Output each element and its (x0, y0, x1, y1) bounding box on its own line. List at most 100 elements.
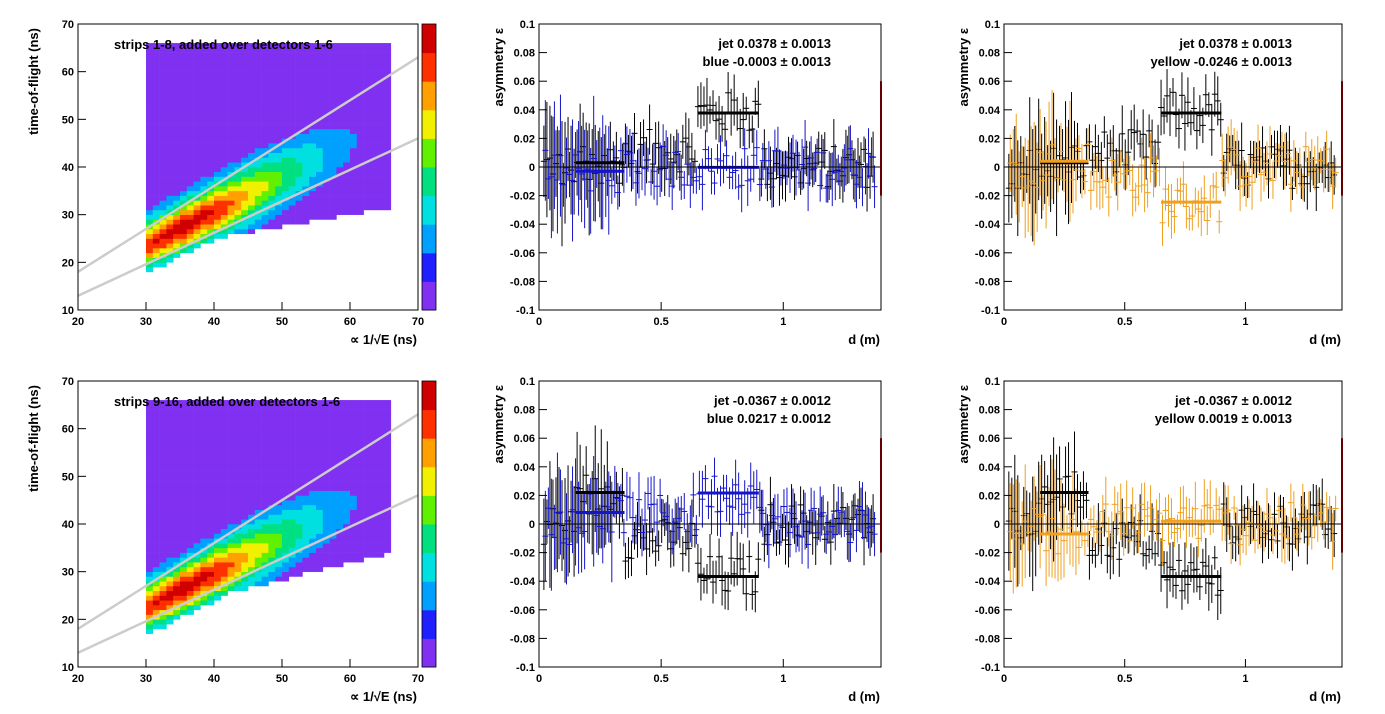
heatmap-cell (302, 52, 310, 58)
heatmap-cell (146, 114, 154, 120)
heatmap-cell (288, 157, 296, 163)
heatmap-cell (356, 524, 364, 530)
heatmap-cell (363, 200, 371, 206)
heatmap-cell (268, 138, 276, 144)
heatmap-cell (275, 186, 283, 192)
heatmap-cell (173, 509, 181, 515)
heatmap-cell (322, 528, 330, 534)
heatmap-cell (200, 457, 208, 463)
heatmap-cell (370, 547, 378, 553)
heatmap-cell (234, 205, 242, 211)
heatmap-cell (329, 423, 337, 429)
heatmap-cell (302, 509, 310, 515)
heatmap-cell (377, 400, 385, 406)
heatmap-cell (214, 447, 222, 453)
heatmap-cell (152, 262, 160, 268)
heatmap-cell (377, 533, 385, 539)
heatmap-cell (350, 457, 358, 463)
heatmap-cell (275, 533, 283, 539)
data-points (540, 425, 878, 613)
heatmap-cell (159, 76, 167, 82)
heatmap-cell (363, 171, 371, 177)
heatmap-cell (241, 143, 249, 149)
heatmap-cell (295, 466, 303, 472)
heatmap-cell (350, 500, 358, 506)
heatmap-cell (146, 124, 154, 130)
heatmap-cell (370, 509, 378, 515)
heatmap-cell (377, 47, 385, 53)
heatmap-cell (302, 452, 310, 458)
heatmap-cell (152, 438, 160, 444)
heatmap-cell (193, 519, 201, 525)
heatmap-cell (288, 438, 296, 444)
heatmap-cell (159, 428, 167, 434)
heatmap-cell (186, 109, 194, 115)
heatmap-cell (336, 514, 344, 520)
y-tick-label: -0.04 (510, 576, 536, 588)
heatmap-cell (343, 200, 351, 206)
heatmap-cell (268, 66, 276, 72)
heatmap-cell (268, 495, 276, 501)
heatmap-cell (220, 414, 228, 420)
heatmap-cell (282, 205, 290, 211)
heatmap-cell (295, 157, 303, 163)
heatmap-cell (309, 485, 317, 491)
x-axis-label: d (m) (1309, 689, 1341, 704)
heatmap-cell (302, 85, 310, 92)
heatmap-cell (288, 214, 296, 220)
heatmap-cell (159, 409, 167, 415)
heatmap-cell (214, 481, 222, 487)
heatmap-cell (254, 152, 262, 158)
heatmap-cell (248, 524, 256, 530)
heatmap-cell (200, 400, 208, 406)
heatmap-cell (329, 105, 337, 111)
heatmap-cell (173, 224, 181, 230)
heatmap-cell (173, 128, 181, 134)
heatmap-cell (186, 400, 194, 406)
heatmap-cell (261, 447, 269, 453)
heatmap-cell (322, 57, 330, 63)
heatmap-cell (268, 219, 276, 225)
heatmap-cell (214, 409, 222, 415)
heatmap-cell (248, 228, 256, 235)
heatmap-cell (288, 447, 296, 453)
heatmap-cell (146, 595, 154, 601)
heatmap-cell (261, 181, 269, 187)
heatmap-cell (254, 409, 262, 415)
heatmap-cell (384, 186, 392, 192)
heatmap-cell (316, 485, 324, 491)
heatmap-cell (227, 138, 235, 144)
heatmap-cell (282, 209, 290, 215)
heatmap-cell (336, 200, 344, 206)
heatmap-cell (241, 228, 249, 235)
heatmap-cell (248, 428, 256, 434)
heatmap-cell (329, 200, 337, 206)
heatmap-cell (166, 423, 174, 429)
legend-entry-1: blue 0.0217 ± 0.0012 (707, 411, 831, 426)
heatmap-cell (200, 423, 208, 429)
heatmap-cell (186, 543, 194, 549)
heatmap-cell (261, 190, 269, 196)
heatmap-cell (200, 109, 208, 115)
heatmap-cell (309, 500, 317, 506)
y-tick-label: 30 (62, 567, 74, 579)
color-scale-step (422, 438, 436, 468)
heatmap-cell (370, 76, 378, 82)
heatmap-cell (254, 195, 262, 201)
heatmap-cell (186, 576, 194, 582)
heatmap-cell (234, 495, 242, 501)
heatmap-cell (186, 209, 194, 215)
heatmap-cell (186, 138, 194, 144)
heatmap-cell (350, 476, 358, 482)
heatmap-cell (350, 462, 358, 468)
heatmap-cell (152, 119, 160, 125)
heatmap-cell (268, 476, 276, 482)
y-tick-label: -0.04 (975, 219, 1001, 231)
heatmap-cell (207, 414, 215, 420)
heatmap-cell (350, 100, 358, 106)
heatmap-cell (309, 81, 317, 87)
heatmap-cell (336, 52, 344, 58)
heatmap-cell (288, 547, 296, 553)
heatmap-cell (186, 409, 194, 415)
heatmap-cell (248, 195, 256, 201)
